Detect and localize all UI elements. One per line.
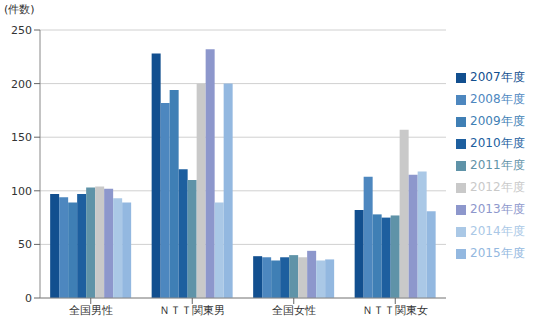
html-text:2013年度: 2013年度	[470, 202, 525, 216]
html-text:2011年度: 2011年度	[470, 158, 525, 172]
html-text:(件数): (件数)	[4, 3, 35, 16]
svg-text:250: 250	[11, 24, 32, 37]
svg-text:全国女性: 全国女性	[272, 304, 316, 317]
svg-text:0: 0	[25, 292, 32, 305]
svg-text:50: 50	[18, 238, 32, 251]
html-text:2014年度: 2014年度	[470, 224, 525, 238]
svg-text:全国男性: 全国男性	[69, 304, 113, 317]
svg-text:100: 100	[11, 185, 32, 198]
svg-text:ＮＴＴ関東女: ＮＴＴ関東女	[362, 304, 428, 317]
html-text:2007年度: 2007年度	[470, 70, 525, 84]
html-text:2008年度: 2008年度	[470, 92, 525, 106]
html-text:2009年度: 2009年度	[470, 114, 525, 128]
html-text:2015年度: 2015年度	[470, 246, 525, 260]
html-text:2012年度: 2012年度	[470, 180, 525, 194]
svg-text:150: 150	[11, 131, 32, 144]
html-text:2010年度: 2010年度	[470, 136, 525, 150]
svg-text:ＮＴＴ関東男: ＮＴＴ関東男	[159, 304, 225, 317]
svg-text:200: 200	[11, 78, 32, 91]
